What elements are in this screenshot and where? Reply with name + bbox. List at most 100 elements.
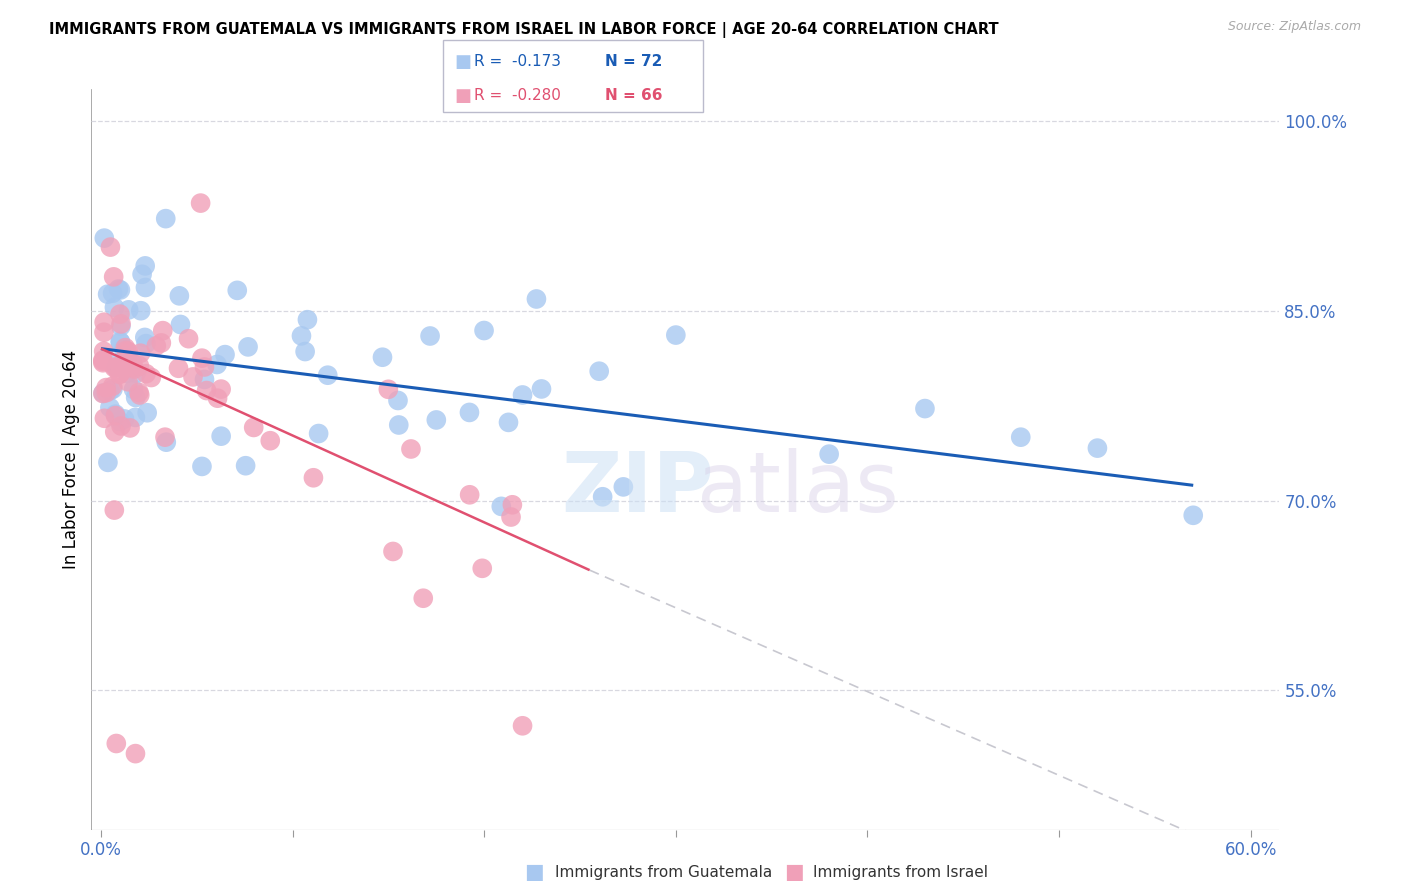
Point bbox=[471, 561, 494, 575]
Point bbox=[259, 434, 281, 448]
Point bbox=[236, 340, 259, 354]
Point bbox=[110, 419, 132, 434]
Text: Source: ZipAtlas.com: Source: ZipAtlas.com bbox=[1227, 20, 1361, 33]
Text: N = 66: N = 66 bbox=[605, 88, 662, 103]
Point bbox=[122, 356, 145, 370]
Point bbox=[458, 488, 481, 502]
Text: Immigrants from Guatemala: Immigrants from Guatemala bbox=[555, 865, 773, 880]
Point bbox=[302, 471, 325, 485]
Point bbox=[226, 284, 249, 298]
Point bbox=[472, 324, 495, 338]
Text: R =  -0.173: R = -0.173 bbox=[474, 54, 561, 69]
Text: R =  -0.280: R = -0.280 bbox=[474, 88, 561, 103]
Point bbox=[120, 421, 142, 435]
Point bbox=[107, 356, 129, 370]
Point bbox=[124, 391, 146, 405]
Point bbox=[93, 344, 115, 359]
Point bbox=[117, 344, 139, 359]
Point bbox=[135, 336, 157, 351]
Point bbox=[112, 342, 135, 356]
Point bbox=[124, 410, 146, 425]
Point bbox=[914, 401, 936, 416]
Point bbox=[294, 344, 316, 359]
Point bbox=[136, 406, 159, 420]
Point bbox=[195, 384, 218, 398]
Point bbox=[128, 359, 150, 373]
Point bbox=[377, 382, 399, 396]
Point bbox=[209, 429, 232, 443]
Point bbox=[612, 480, 634, 494]
Point bbox=[115, 367, 138, 381]
Point bbox=[169, 318, 191, 332]
Point bbox=[205, 358, 228, 372]
Point bbox=[131, 267, 153, 281]
Point bbox=[412, 591, 434, 606]
Text: ■: ■ bbox=[454, 53, 471, 70]
Point bbox=[290, 329, 312, 343]
Point bbox=[512, 719, 534, 733]
Point bbox=[134, 330, 156, 344]
Point bbox=[91, 386, 114, 401]
Point bbox=[117, 302, 139, 317]
Point bbox=[101, 286, 124, 301]
Point bbox=[103, 503, 125, 517]
Point bbox=[129, 346, 152, 360]
Point bbox=[145, 339, 167, 353]
Point bbox=[214, 348, 236, 362]
Point bbox=[169, 289, 191, 303]
Point bbox=[91, 356, 114, 370]
Point bbox=[108, 368, 131, 382]
Point bbox=[110, 317, 132, 331]
Point bbox=[124, 362, 146, 376]
Point bbox=[150, 335, 173, 350]
Point bbox=[108, 415, 131, 429]
Point bbox=[105, 360, 128, 375]
Point bbox=[93, 315, 115, 329]
Point bbox=[419, 329, 441, 343]
Point bbox=[108, 359, 131, 374]
Point bbox=[399, 442, 422, 456]
Point bbox=[152, 324, 174, 338]
Point bbox=[110, 360, 132, 375]
Text: Immigrants from Israel: Immigrants from Israel bbox=[813, 865, 987, 880]
Point bbox=[1010, 430, 1032, 444]
Point bbox=[103, 360, 125, 375]
Point bbox=[297, 312, 319, 326]
Point bbox=[371, 350, 394, 364]
Point bbox=[107, 282, 129, 296]
Point bbox=[177, 332, 200, 346]
Text: ZIP: ZIP bbox=[561, 449, 714, 530]
Point bbox=[458, 405, 481, 419]
Point bbox=[193, 359, 215, 374]
Point bbox=[308, 426, 330, 441]
Point bbox=[190, 196, 212, 211]
Point bbox=[93, 325, 115, 339]
Point bbox=[97, 455, 120, 469]
Point bbox=[129, 303, 152, 318]
Point bbox=[114, 412, 136, 426]
Point bbox=[141, 370, 163, 384]
Point bbox=[155, 435, 177, 450]
Point bbox=[499, 510, 522, 524]
Point bbox=[103, 269, 125, 284]
Point bbox=[153, 430, 176, 444]
Point bbox=[110, 335, 132, 350]
Point bbox=[1087, 441, 1109, 455]
Point bbox=[167, 361, 190, 376]
Point bbox=[209, 382, 232, 396]
Point bbox=[818, 447, 841, 461]
Point bbox=[498, 416, 520, 430]
Point bbox=[134, 280, 156, 294]
Point bbox=[122, 360, 145, 375]
Point bbox=[491, 500, 513, 514]
Point bbox=[101, 382, 124, 396]
Y-axis label: In Labor Force | Age 20-64: In Labor Force | Age 20-64 bbox=[62, 350, 80, 569]
Text: atlas: atlas bbox=[697, 449, 900, 530]
Point bbox=[134, 259, 156, 273]
Point bbox=[115, 351, 138, 366]
Point bbox=[104, 425, 127, 439]
Point bbox=[193, 372, 215, 386]
Point bbox=[388, 417, 411, 432]
Point bbox=[91, 353, 114, 368]
Text: ■: ■ bbox=[524, 863, 544, 882]
